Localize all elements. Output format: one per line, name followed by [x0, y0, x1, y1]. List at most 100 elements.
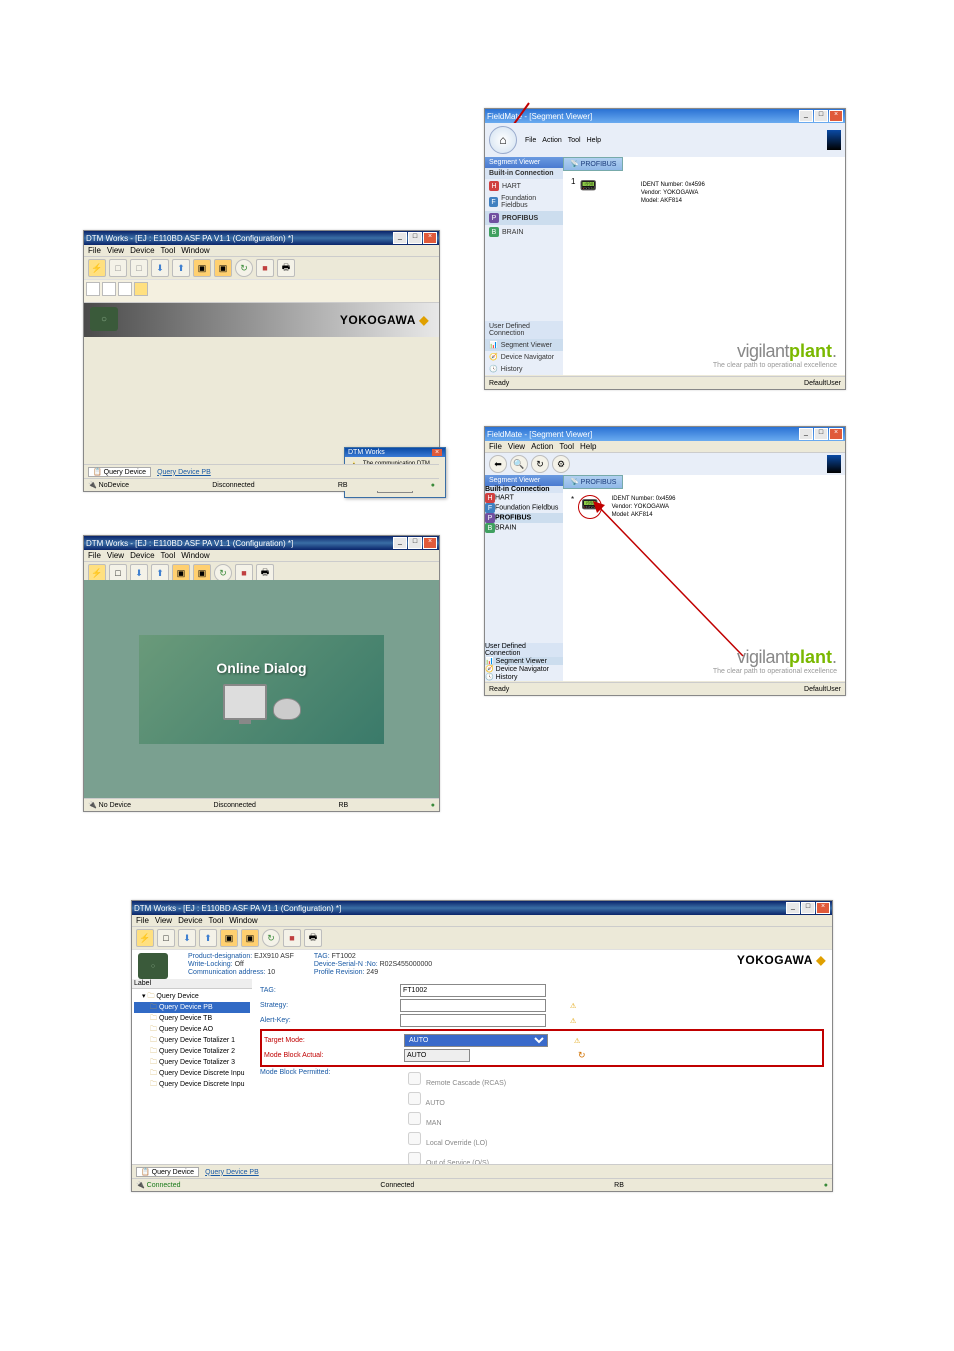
tab-query-pb-link[interactable]: Query Device PB: [205, 1169, 259, 1176]
sidebar-device-navigator[interactable]: 🧭 Device Navigator: [485, 665, 563, 673]
mini-btn3-icon[interactable]: [118, 282, 132, 296]
maximize-button[interactable]: □: [408, 232, 422, 244]
tb-print-icon[interactable]: 🖶: [304, 929, 322, 947]
menu-help[interactable]: Help: [580, 442, 596, 451]
tree-item[interactable]: 🗀 Query Device Discrete Inpu: [134, 1079, 250, 1090]
permitted-option[interactable]: Local Override (LO): [404, 1129, 506, 1149]
userdef-connection[interactable]: User Defined Connection: [485, 643, 563, 657]
titlebar[interactable]: FieldMate - [Segment Viewer] _ □ ×: [485, 427, 845, 441]
sidebar-history[interactable]: 🕓 History: [485, 363, 563, 375]
tab-profibus[interactable]: 📡 PROFIBUS: [563, 475, 623, 489]
titlebar[interactable]: DTM Works - [EJ : E110BD ASF PA V1.1 (Co…: [132, 901, 832, 915]
tb-print-icon[interactable]: 🖶: [277, 259, 295, 277]
tb-btn2-icon[interactable]: □: [109, 259, 127, 277]
tab-query-device[interactable]: 📋 Query Device: [136, 1167, 199, 1177]
tb-btn2-icon[interactable]: □: [157, 929, 175, 947]
menu-view[interactable]: View: [107, 246, 124, 255]
menu-file[interactable]: File: [88, 246, 101, 255]
builtin-connection[interactable]: Built-in Connection: [485, 168, 563, 179]
close-button[interactable]: ×: [829, 110, 843, 122]
tab-query-pb-link[interactable]: Query Device PB: [157, 469, 211, 476]
menu-device[interactable]: Device: [178, 916, 202, 925]
sidebar-item-brain[interactable]: BBRAIN: [485, 225, 563, 239]
menu-file[interactable]: File: [489, 442, 502, 451]
titlebar[interactable]: DTM Works - [EJ : E110BD ASF PA V1.1 (Co…: [84, 536, 439, 550]
menu-tool[interactable]: Tool: [568, 137, 581, 144]
permitted-option[interactable]: MAN: [404, 1109, 506, 1129]
tree-item[interactable]: 🗀 Query Device PB: [134, 1002, 250, 1013]
menu-window[interactable]: Window: [181, 246, 209, 255]
menu-tool[interactable]: Tool: [161, 551, 176, 560]
close-button[interactable]: ×: [423, 537, 437, 549]
menu-window[interactable]: Window: [229, 916, 257, 925]
titlebar[interactable]: DTM Works - [EJ : E110BD ASF PA V1.1 (Co…: [84, 231, 439, 245]
sidebar-item-brain[interactable]: BBRAIN: [485, 523, 563, 533]
device-tree[interactable]: ▾ 🗀 Query Device 🗀 Query Device PB 🗀 Quer…: [132, 989, 252, 1092]
fm-btn3-icon[interactable]: ↻: [531, 455, 549, 473]
menu-view[interactable]: View: [155, 916, 172, 925]
tb-stop-icon[interactable]: ■: [283, 929, 301, 947]
tb-device2-icon[interactable]: ▣: [241, 929, 259, 947]
device-icon[interactable]: 📟: [578, 495, 601, 519]
sidebar-item-profibus[interactable]: PPROFIBUS: [485, 211, 563, 225]
minimize-button[interactable]: _: [799, 110, 813, 122]
sidebar-item-ff[interactable]: FFoundation Fieldbus: [485, 503, 563, 513]
menu-action[interactable]: Action: [542, 137, 561, 144]
tb-stop-icon[interactable]: ■: [256, 259, 274, 277]
tb-load-icon[interactable]: ⬇: [151, 259, 169, 277]
sidebar-item-profibus[interactable]: PPROFIBUS: [485, 513, 563, 523]
menu-tool[interactable]: Tool: [209, 916, 224, 925]
permitted-option[interactable]: AUTO: [404, 1089, 506, 1109]
maximize-button[interactable]: □: [814, 428, 828, 440]
tree-root[interactable]: ▾ 🗀 Query Device: [134, 991, 250, 1002]
maximize-button[interactable]: □: [408, 537, 422, 549]
dialog-titlebar[interactable]: DTM Works ×: [345, 448, 445, 457]
tb-upload-icon[interactable]: ⬆: [199, 929, 217, 947]
tree-item[interactable]: 🗀 Query Device Discrete Inpu: [134, 1068, 250, 1079]
fm-btn1-icon[interactable]: ⬅: [489, 455, 507, 473]
sidebar-segment-viewer[interactable]: 📊 Segment Viewer: [485, 339, 563, 351]
menu-help[interactable]: Help: [587, 137, 601, 144]
minimize-button[interactable]: _: [393, 537, 407, 549]
menu-file[interactable]: File: [88, 551, 101, 560]
minimize-button[interactable]: _: [786, 902, 800, 914]
mini-btn4-icon[interactable]: [134, 282, 148, 296]
fm-home-icon[interactable]: ⌂: [489, 126, 517, 154]
permitted-option[interactable]: Out of Service (O/S): [404, 1149, 506, 1165]
menu-view[interactable]: View: [508, 442, 525, 451]
tb-connect-icon[interactable]: ⚡: [88, 259, 106, 277]
sidebar-segment-viewer[interactable]: 📊 Segment Viewer: [485, 657, 563, 665]
tb-refresh-icon[interactable]: ↻: [262, 929, 280, 947]
menu-device[interactable]: Device: [130, 246, 154, 255]
close-button[interactable]: ×: [423, 232, 437, 244]
sidebar-history[interactable]: 🕓 History: [485, 673, 563, 681]
menu-file[interactable]: File: [136, 916, 149, 925]
menu-tool[interactable]: Tool: [559, 442, 574, 451]
sidebar-item-hart[interactable]: HHART: [485, 179, 563, 193]
sidebar-item-hart[interactable]: HHART: [485, 493, 563, 503]
menu-tool[interactable]: Tool: [161, 246, 176, 255]
sidebar-device-navigator[interactable]: 🧭 Device Navigator: [485, 351, 563, 363]
minimize-button[interactable]: _: [393, 232, 407, 244]
tb-device1-icon[interactable]: ▣: [193, 259, 211, 277]
fm-btn2-icon[interactable]: 🔍: [510, 455, 528, 473]
dialog-close-icon[interactable]: ×: [432, 449, 442, 456]
tb-upload-icon[interactable]: ⬆: [172, 259, 190, 277]
tree-item[interactable]: 🗀 Query Device Totalizer 1: [134, 1035, 250, 1046]
tb-btn3-icon[interactable]: □: [130, 259, 148, 277]
tab-profibus[interactable]: 📡 PROFIBUS: [563, 157, 623, 171]
device-icon[interactable]: 📟: [579, 177, 596, 205]
mini-btn1-icon[interactable]: [86, 282, 100, 296]
tb-connect-icon[interactable]: ⚡: [136, 929, 154, 947]
close-button[interactable]: ×: [829, 428, 843, 440]
menu-view[interactable]: View: [107, 551, 124, 560]
targetmode-select[interactable]: AUTO: [404, 1034, 548, 1047]
sidebar-item-ff[interactable]: FFoundation Fieldbus: [485, 193, 563, 211]
maximize-button[interactable]: □: [814, 110, 828, 122]
strategy-input[interactable]: [400, 999, 546, 1012]
fm-btn4-icon[interactable]: ⚙: [552, 455, 570, 473]
titlebar[interactable]: FieldMate - [Segment Viewer] _ □ ×: [485, 109, 845, 123]
userdef-connection[interactable]: User Defined Connection: [485, 321, 563, 339]
tab-query-device[interactable]: 📋 Query Device: [88, 467, 151, 477]
tb-device2-icon[interactable]: ▣: [214, 259, 232, 277]
